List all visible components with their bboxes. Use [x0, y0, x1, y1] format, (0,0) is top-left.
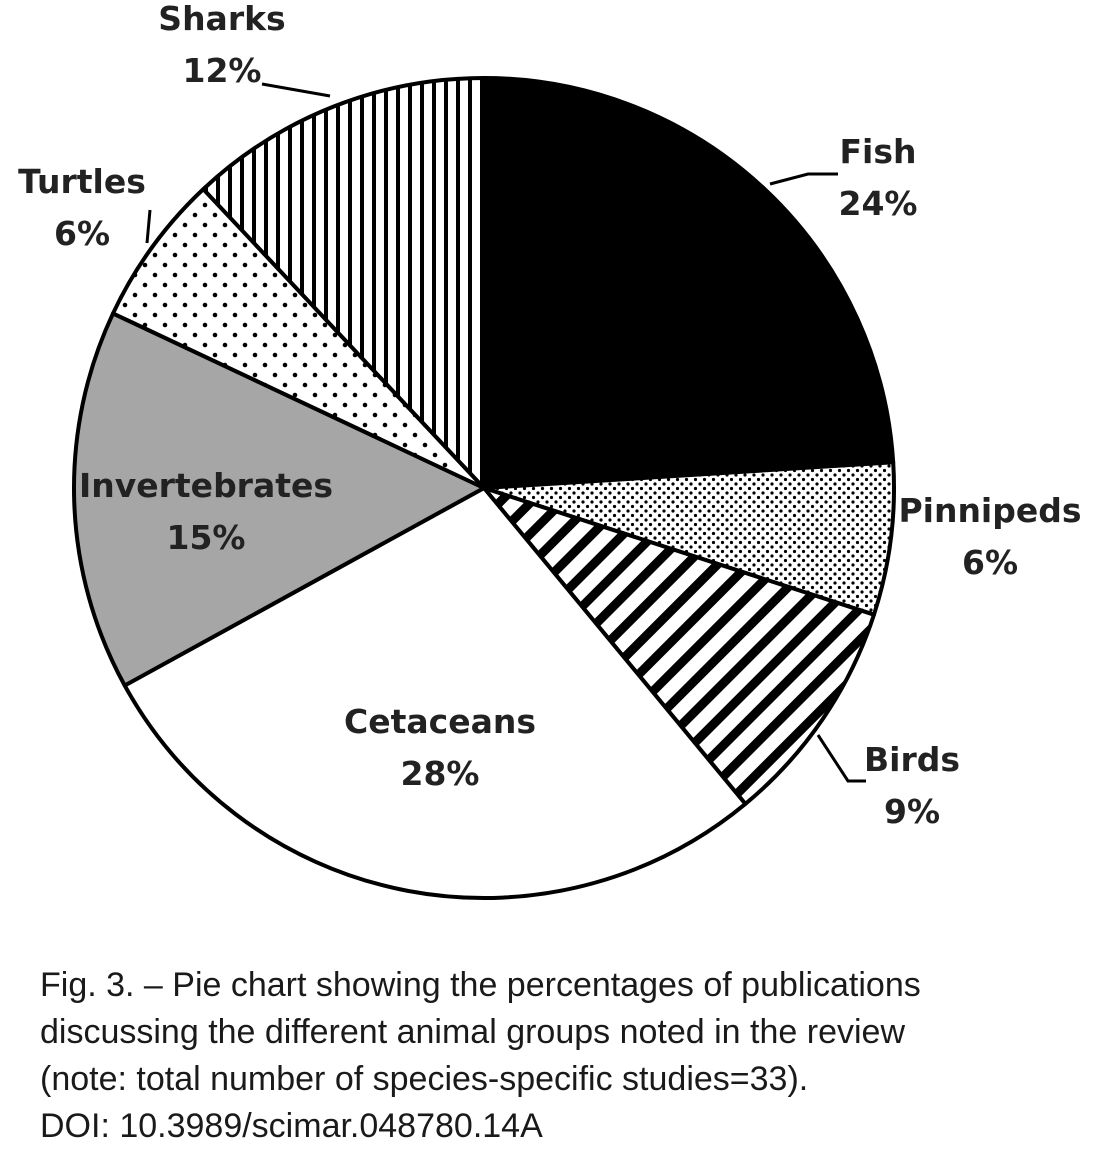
pie-slice-invertebrates [72, 311, 486, 688]
slice-name: Cetaceans [344, 702, 536, 741]
slice-name: Fish [840, 132, 917, 171]
leader-line-birds [816, 734, 866, 783]
pie-chart: Fish 24% Pinnipeds 6% Birds 9% Cetaceans 28% Inv… [18, 0, 1082, 900]
slice-percent: 6% [962, 543, 1018, 582]
figure-caption: Fig. 3. – Pie chart showing the percenta… [40, 962, 1080, 1150]
slice-name: Invertebrates [79, 466, 333, 505]
caption-line: Fig. 3. – Pie chart showing the percenta… [40, 966, 921, 1004]
leader-line-fish [769, 172, 838, 186]
slice-percent: 12% [183, 51, 262, 90]
slice-label-fish: Fish 24% [839, 132, 918, 223]
pie-slice-turtles [111, 187, 486, 490]
slice-percent: 6% [54, 214, 110, 253]
leader-line-turtles [145, 209, 152, 244]
slice-percent: 24% [839, 184, 918, 223]
slice-name: Sharks [158, 0, 285, 38]
leader-line-sharks [261, 82, 331, 98]
caption-line: DOI: 10.3989/scimar.048780.14A [40, 1107, 543, 1145]
slice-name: Turtles [18, 162, 146, 201]
slice-label-invertebrates: Invertebrates 15% [79, 466, 333, 557]
slice-label-cetaceans: Cetaceans 28% [344, 702, 536, 793]
pie-slice-cetaceans [122, 486, 748, 900]
slice-label-birds: Birds 9% [864, 740, 960, 831]
pie-slice-fish [482, 76, 896, 490]
caption-line: discussing the different animal groups n… [40, 1013, 905, 1051]
slice-label-pinnipeds: Pinnipeds 6% [898, 491, 1081, 582]
slice-name: Birds [864, 740, 960, 779]
pie-slice-birds [482, 486, 876, 806]
slice-label-turtles: Turtles 6% [18, 162, 146, 253]
slice-label-sharks: Sharks 12% [158, 0, 285, 90]
caption-line: (note: total number of species-specific … [40, 1060, 809, 1098]
pie-slice-pinnipeds [482, 460, 896, 617]
slice-percent: 9% [884, 792, 940, 831]
slice-percent: 28% [401, 754, 480, 793]
slice-name: Pinnipeds [898, 491, 1081, 530]
slice-percent: 15% [167, 518, 246, 557]
pie-slice-sharks [201, 76, 486, 490]
